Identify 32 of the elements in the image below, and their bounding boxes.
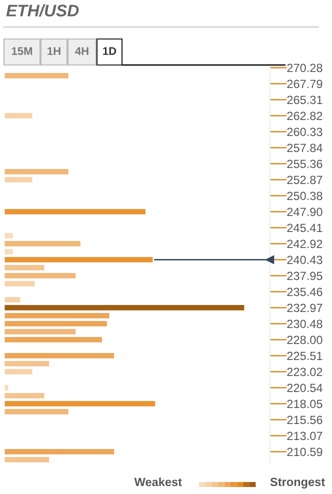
y-tick-label: 218.05 xyxy=(287,400,322,408)
text: Strongest xyxy=(270,478,325,489)
y-tick-label: 265.31 xyxy=(287,96,322,104)
text: 15M xyxy=(12,47,32,55)
text: 1H xyxy=(48,47,60,55)
y-tick-label: 215.56 xyxy=(287,416,322,424)
y-tick-label: 210.59 xyxy=(287,448,322,456)
y-tick-label: 245.41 xyxy=(287,224,322,232)
y-tick-label: 223.02 xyxy=(287,368,322,376)
text: 4H xyxy=(75,47,88,55)
y-tick-label: 235.46 xyxy=(287,288,322,296)
y-tick-label: 230.48 xyxy=(287,320,322,328)
y-tick-label: 247.90 xyxy=(287,208,322,216)
text: Weakest xyxy=(134,477,182,486)
y-tick-label: 228.00 xyxy=(287,336,322,344)
y-tick-label: 250.38 xyxy=(287,192,322,200)
y-tick-label: 270.28 xyxy=(287,64,322,72)
y-tick-label: 255.36 xyxy=(287,160,322,168)
y-tick-label: 232.97 xyxy=(287,304,322,312)
y-tick-label: 252.87 xyxy=(287,176,322,184)
y-tick-label: 220.54 xyxy=(287,384,322,392)
text: 1D xyxy=(103,47,116,55)
chart-title: ETH/USD xyxy=(6,4,79,17)
y-tick-label: 260.33 xyxy=(287,128,322,136)
y-tick-label: 237.95 xyxy=(287,272,322,280)
y-tick-label: 242.92 xyxy=(287,240,322,248)
y-tick-label: 262.82 xyxy=(287,112,322,120)
y-tick-label: 225.51 xyxy=(287,352,322,360)
y-tick-label: 240.43 xyxy=(287,256,322,264)
y-tick-label: 267.79 xyxy=(287,80,322,88)
y-tick-label: 213.07 xyxy=(287,432,322,440)
y-tick-label: 257.84 xyxy=(287,144,322,152)
